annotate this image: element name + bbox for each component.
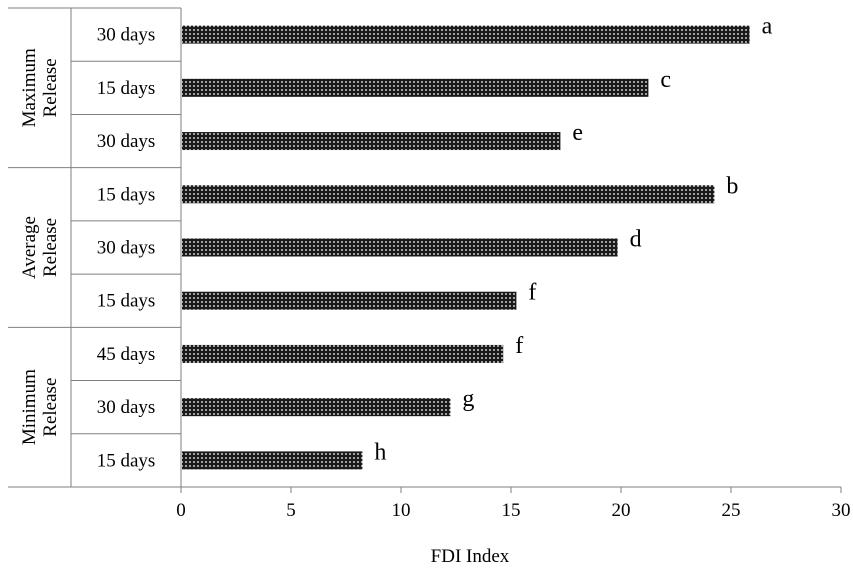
bar-category-label: 15 days bbox=[97, 78, 156, 99]
group-label-line: Release bbox=[40, 378, 61, 437]
bar-category-label: 30 days bbox=[97, 238, 156, 259]
group-label: Minimum Release bbox=[19, 369, 61, 445]
group-label-line: Minimum bbox=[19, 369, 40, 445]
bar-category-label: 45 days bbox=[97, 344, 156, 365]
significance-letter: c bbox=[660, 67, 671, 93]
group-label-line: Release bbox=[40, 218, 61, 277]
bar bbox=[182, 398, 451, 417]
bar bbox=[182, 451, 363, 470]
bar-category-label: 30 days bbox=[97, 131, 156, 152]
group-label: Average Release bbox=[19, 216, 61, 279]
x-tick-label: 5 bbox=[286, 500, 296, 521]
bar bbox=[182, 291, 517, 310]
bar bbox=[182, 344, 504, 363]
bar-category-label: 15 days bbox=[97, 291, 156, 312]
group-label-line: Maximum bbox=[19, 48, 40, 127]
bar bbox=[182, 78, 649, 97]
x-axis-title: FDI Index bbox=[431, 546, 510, 567]
x-tick-label: 30 bbox=[832, 500, 851, 521]
bar bbox=[182, 25, 750, 44]
x-tick-label: 25 bbox=[722, 500, 741, 521]
x-tick-label: 20 bbox=[612, 500, 631, 521]
bar bbox=[182, 132, 561, 151]
chart-axes: 0 5 10 15 20 25 30 bbox=[8, 7, 851, 521]
chart-bars bbox=[182, 25, 750, 470]
group-label-line: Release bbox=[40, 58, 61, 117]
significance-letter: a bbox=[762, 14, 773, 40]
bar-category-label: 15 days bbox=[97, 450, 156, 471]
significance-letter: f bbox=[528, 280, 536, 306]
bar-category-label: 30 days bbox=[97, 25, 156, 46]
bar bbox=[182, 238, 618, 257]
bar-category-label: 30 days bbox=[97, 397, 156, 418]
significance-letter: d bbox=[630, 227, 642, 253]
significance-letter: f bbox=[515, 333, 523, 359]
x-tick-label: 10 bbox=[392, 500, 411, 521]
significance-letter: g bbox=[462, 386, 474, 412]
bar-category-label: 15 days bbox=[97, 184, 156, 205]
significance-letter: e bbox=[572, 120, 583, 146]
significance-letter: b bbox=[726, 173, 738, 199]
significance-letter: h bbox=[374, 439, 386, 465]
x-tick-label: 0 bbox=[176, 500, 186, 521]
group-label: Maximum Release bbox=[19, 48, 61, 127]
x-tick-label: 15 bbox=[502, 500, 521, 521]
group-label-line: Average bbox=[19, 216, 40, 279]
bar bbox=[182, 185, 715, 204]
